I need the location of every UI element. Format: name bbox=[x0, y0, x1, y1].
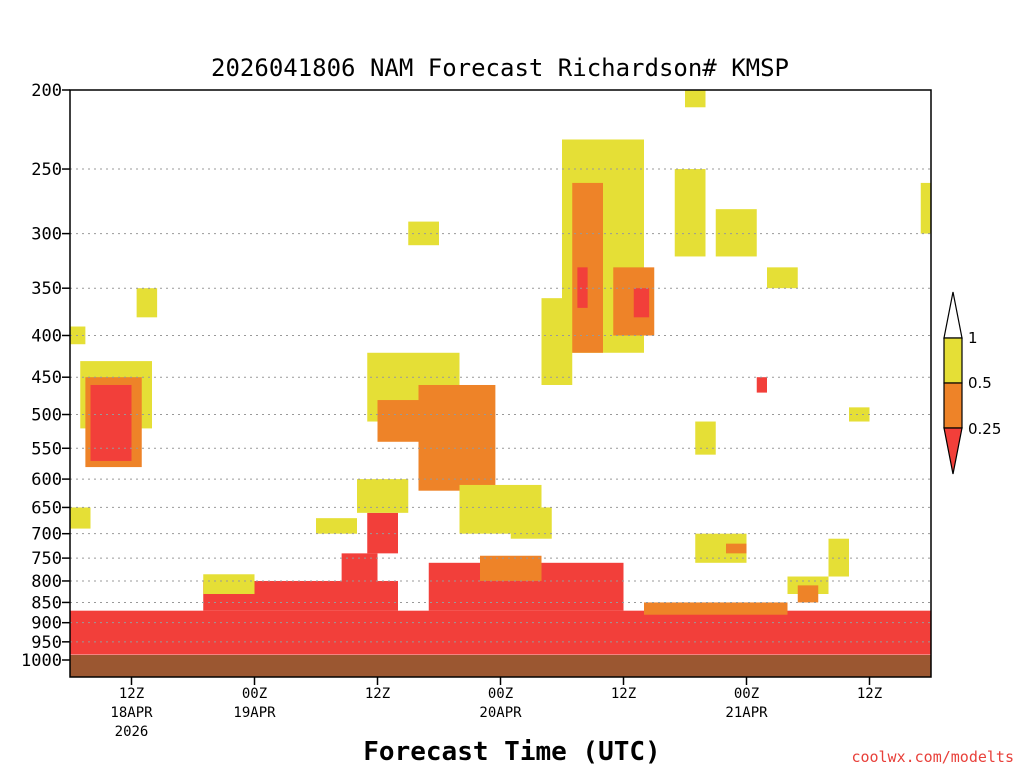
x-tick-date: 20APR bbox=[479, 705, 522, 721]
ri-region-orange bbox=[418, 384, 496, 491]
x-tick-date: 19APR bbox=[233, 705, 276, 721]
x-axis-label: Forecast Time (UTC) bbox=[363, 737, 660, 767]
ri-region-yellow bbox=[685, 90, 706, 108]
ri-region-orange bbox=[726, 543, 747, 554]
legend-label: 1 bbox=[968, 329, 978, 347]
y-tick-label: 450 bbox=[31, 368, 62, 388]
ri-region-red bbox=[341, 553, 378, 586]
y-tick-label: 850 bbox=[31, 593, 62, 613]
y-tick-label: 800 bbox=[31, 572, 62, 592]
credit-text: coolwx.com/modelts bbox=[851, 748, 1014, 766]
color-legend: 1 0.5 0.25 bbox=[943, 291, 1001, 475]
legend-yellow-box bbox=[943, 337, 963, 384]
x-axis: 12Z 18APR 2026 00Z 19APR 12Z 00Z 20APR 12Z 00Z 21A… bbox=[110, 677, 882, 740]
legend-label: 0.25 bbox=[968, 420, 1001, 438]
x-tick-label: 12Z bbox=[119, 686, 144, 702]
ri-region-orange bbox=[480, 555, 542, 581]
ri-region-red bbox=[633, 288, 650, 318]
ri-region-orange bbox=[797, 585, 819, 603]
chart-title: 2026041806 NAM Forecast Richardson# KMSP bbox=[211, 54, 789, 82]
legend-red-triangle bbox=[943, 427, 963, 475]
x-tick-label: 00Z bbox=[242, 686, 267, 702]
x-tick-date: 21APR bbox=[725, 705, 768, 721]
ri-region-yellow bbox=[136, 288, 158, 318]
ri-region-red bbox=[70, 610, 931, 655]
y-tick-label: 700 bbox=[31, 525, 62, 545]
y-tick-label: 750 bbox=[31, 549, 62, 569]
ri-region-red bbox=[577, 267, 588, 308]
ri-region-yellow bbox=[828, 538, 849, 577]
ri-region-red bbox=[367, 512, 398, 554]
ri-region-red bbox=[90, 384, 132, 461]
x-tick-date: 18APR bbox=[110, 705, 153, 721]
y-tick-label: 900 bbox=[31, 614, 62, 634]
ri-region-yellow bbox=[316, 518, 357, 534]
x-tick-label: 00Z bbox=[488, 686, 513, 702]
ri-region-yellow bbox=[408, 221, 439, 246]
y-tick-label: 650 bbox=[31, 498, 62, 518]
ri-region-yellow bbox=[203, 574, 255, 595]
ri-region-yellow bbox=[767, 267, 798, 289]
x-tick-label: 12Z bbox=[857, 686, 882, 702]
y-tick-label: 200 bbox=[31, 81, 62, 101]
x-tick-label: 12Z bbox=[365, 686, 390, 702]
ri-region-yellow bbox=[695, 421, 716, 455]
ri-region-yellow bbox=[674, 169, 706, 257]
ri-region-orange bbox=[644, 602, 788, 615]
ri-region-yellow bbox=[715, 209, 757, 257]
y-tick-label: 500 bbox=[31, 406, 62, 426]
ground-layer bbox=[70, 655, 931, 677]
ri-region-yellow bbox=[70, 507, 91, 529]
y-tick-label: 550 bbox=[31, 439, 62, 459]
x-tick-label: 00Z bbox=[734, 686, 759, 702]
y-tick-label: 1000 bbox=[21, 651, 62, 671]
y-tick-label: 250 bbox=[31, 160, 62, 180]
y-axis: 200 250 300 350 400 450 500 550 600 650 700 750 8008… bbox=[21, 81, 70, 671]
y-tick-label: 400 bbox=[31, 326, 62, 346]
y-tick-label: 300 bbox=[31, 225, 62, 245]
legend-gt1-triangle bbox=[943, 291, 963, 339]
legend-orange-box bbox=[943, 382, 963, 429]
ri-region-red bbox=[756, 377, 767, 393]
x-tick-label: 12Z bbox=[611, 686, 636, 702]
y-tick-label: 350 bbox=[31, 279, 62, 299]
richardson-fill-layer bbox=[70, 90, 931, 655]
x-tick-year: 2026 bbox=[115, 724, 149, 740]
ri-region-yellow bbox=[849, 407, 870, 422]
ri-region-yellow bbox=[920, 182, 931, 234]
y-tick-label: 950 bbox=[31, 633, 62, 653]
legend-label: 0.5 bbox=[968, 374, 992, 392]
y-tick-label: 600 bbox=[31, 470, 62, 490]
